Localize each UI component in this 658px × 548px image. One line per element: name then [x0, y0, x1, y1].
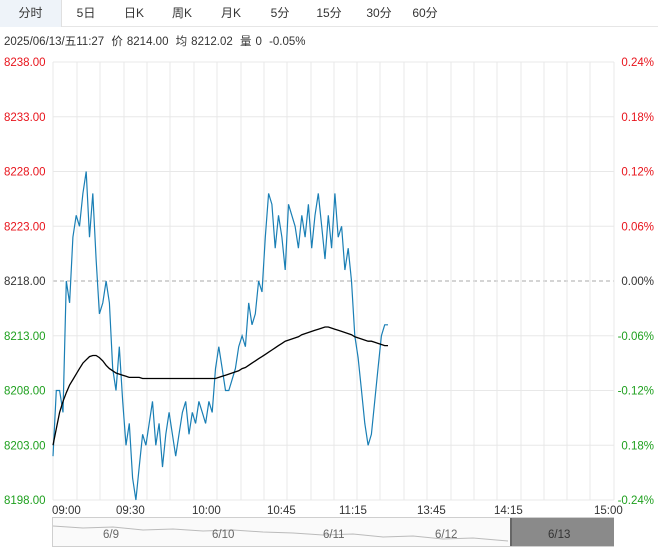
y-tick-label-right: -0.06% [618, 331, 654, 343]
y-tick-label-left: 8233.00 [4, 112, 46, 124]
nav-day-6-10: 6/10 [212, 529, 235, 541]
nav-day-6-11: 6/11 [323, 529, 345, 541]
volume-value: 0 [255, 36, 262, 48]
x-tick-label: 11:15 [339, 505, 367, 516]
price-series-line [52, 171, 388, 501]
x-tick-label: 13:45 [417, 505, 446, 516]
x-tick-label: 09:30 [116, 505, 145, 516]
nav-day-6-13: 6/13 [548, 529, 571, 541]
change-percent: -0.05% [269, 36, 306, 48]
tab-30min[interactable]: 30分 [366, 6, 392, 20]
avg-label: 均 [175, 36, 188, 48]
period-tabs: 分时 5日 日K 周K 月K 5分 15分 30分 60分 [0, 0, 658, 27]
tab-intraday[interactable]: 分时 [0, 0, 62, 27]
y-tick-label-left: 8218.00 [4, 276, 46, 288]
y-tick-label-left: 8203.00 [4, 440, 46, 452]
volume-label: 量 [239, 36, 252, 48]
y-tick-label-right: 0.06% [621, 221, 654, 233]
tab-weekly-k[interactable]: 周K [171, 6, 192, 20]
nav-day-6-12: 6/12 [435, 529, 458, 541]
y-tick-label-left: 8238.00 [4, 57, 46, 69]
y-tick-label-left: 8208.00 [4, 386, 46, 398]
average-series-line [52, 326, 388, 446]
tab-5min[interactable]: 5分 [270, 6, 290, 20]
tab-daily-k[interactable]: 日K [123, 6, 144, 20]
navigator-selection[interactable]: 6/13 [510, 518, 614, 546]
x-tick-label: 10:45 [267, 505, 296, 516]
tab-60min[interactable]: 60分 [412, 6, 438, 20]
intraday-chart[interactable]: 8238.00 0.24% 8233.00 0.18% 8228.00 0.12% 8223… [0, 0, 658, 516]
avg-price: 8212.02 [191, 36, 233, 48]
x-tick-label: 10:00 [192, 505, 221, 516]
date-navigator[interactable]: 6/9 6/10 6/11 6/12 6/13 [52, 517, 614, 547]
x-tick-label: 15:00 [594, 505, 623, 516]
y-tick-label-left: 8213.00 [4, 331, 46, 343]
price-label: 价 [111, 36, 123, 48]
tab-monthly-k[interactable]: 月K [220, 6, 241, 20]
tab-5day[interactable]: 5日 [76, 6, 96, 20]
x-tick-label: 14:15 [494, 505, 523, 516]
y-tick-label-right: -0.24% [618, 495, 654, 507]
y-tick-label-left: 8223.00 [4, 221, 46, 233]
tab-15min[interactable]: 15分 [316, 6, 342, 20]
y-tick-label-right: -0.12% [618, 386, 654, 398]
y-tick-label-left: 8228.00 [4, 167, 46, 179]
y-tick-label-right: 0.12% [621, 167, 654, 179]
x-tick-label: 09:00 [52, 505, 81, 516]
y-tick-label-right: 0.24% [621, 57, 654, 69]
y-tick-label-right: 0.00% [621, 276, 654, 288]
navigator-sparkline [53, 525, 509, 542]
y-tick-label-left: 8198.00 [4, 495, 46, 507]
navigator-left-handle[interactable] [510, 518, 512, 546]
y-tick-label-right: 0.18% [621, 440, 654, 452]
current-price: 8214.00 [126, 36, 169, 48]
quote-datetime: 2025/06/13/五11:27 [4, 36, 105, 48]
nav-day-6-9: 6/9 [103, 529, 119, 541]
y-tick-label-right: 0.18% [621, 112, 654, 124]
